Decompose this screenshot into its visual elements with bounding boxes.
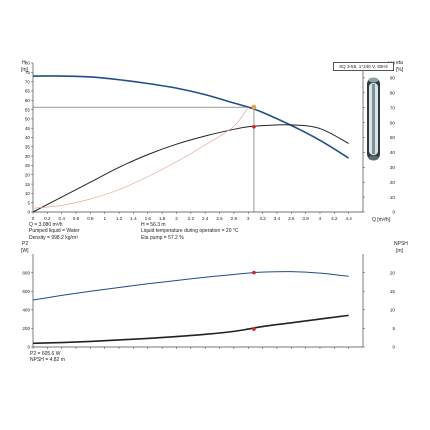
top-left-tick-label: 5: [27, 200, 30, 205]
top-x-tick-label: 3.6: [288, 216, 295, 221]
top-left-tick-label: 10: [25, 191, 31, 196]
h-axis-unit: [m]: [21, 67, 29, 73]
top-x-tick-label: 3.2: [259, 216, 266, 221]
top-x-tick-label: 1: [103, 216, 106, 221]
density-text: Density = 998.2 kg/m³: [29, 234, 78, 241]
operating-point-marker: [252, 124, 256, 129]
npsh-curve: [32, 314, 349, 345]
npsh-axis-title: NPSH: [394, 241, 408, 247]
top-right-tick-label: 30: [390, 165, 396, 170]
duty-info-left: Q = 3.080 m³/h Pumped liquid = Water Den…: [29, 222, 80, 241]
top-right-tick-label: 80: [390, 91, 396, 96]
top-right-tick-label: 40: [390, 150, 396, 155]
top-x-tick-label: 1.2: [116, 216, 123, 221]
bottom-right-tick-label: 10: [390, 308, 396, 313]
q-axis-label: Q [m³/h]: [372, 217, 391, 223]
top-x-tick-label: 1.6: [145, 216, 152, 221]
bottom-left-tick-label: 400: [22, 308, 30, 313]
efficiency-curve: [32, 124, 349, 213]
p2-axis-title: P2: [22, 241, 28, 247]
top-x-tick-label: 2.6: [216, 216, 223, 221]
top-left-tick-label: 35: [25, 145, 31, 150]
top-left-tick-label: 55: [25, 107, 31, 112]
top-x-tick-label: 0: [32, 216, 35, 221]
top-left-tick-label: 60: [25, 98, 31, 103]
pump-model-legend: SQ 3-55, 1*240 V, 50Hz: [333, 62, 394, 71]
eta-axis-unit: [%]: [396, 67, 404, 73]
top-x-tick-label: 2: [175, 216, 178, 221]
bottom-left-tick-label: 600: [22, 289, 30, 294]
top-left-tick-label: 50: [25, 117, 31, 122]
top-x-tick-label: 3.8: [302, 216, 309, 221]
eta-axis-title: eta: [396, 60, 403, 66]
duty-flow-text: Q = 3.080 m³/h: [29, 222, 63, 228]
bottom-right-tick-label: 5: [392, 326, 395, 331]
top-x-tick-label: 3.4: [274, 216, 281, 221]
duty-info-right: H = 56.3 m Liquid temperature during ope…: [141, 222, 238, 241]
top-left-tick-label: 75: [25, 70, 31, 75]
bottom-info: P2 = 605.6 W NPSH = 4.82 m: [30, 351, 65, 364]
top-right-tick-label: 90: [390, 76, 396, 81]
top-x-tick-label: 4: [319, 216, 322, 221]
top-right-tick-label: 70: [390, 105, 396, 110]
bottom-left-tick-label: 200: [22, 326, 30, 331]
top-x-tick-label: 0.2: [44, 216, 51, 221]
top-x-tick-label: 2.8: [231, 216, 238, 221]
top-right-tick-label: 20: [390, 180, 396, 185]
bottom-right-tick-label: 20: [390, 270, 396, 275]
p2-axis-unit: [W]: [21, 248, 29, 254]
top-left-tick-label: 25: [25, 163, 31, 168]
operating-point-marker: [252, 270, 256, 275]
top-x-tick-label: 4.4: [345, 216, 352, 221]
top-left-tick-label: 40: [25, 135, 31, 140]
top-right-tick-label: 10: [390, 195, 396, 200]
top-right-tick-label: 60: [390, 120, 396, 125]
top-x-tick-label: 0.6: [73, 216, 80, 221]
top-x-tick-label: 0.4: [59, 216, 66, 221]
top-left-tick-label: 65: [25, 89, 31, 94]
bottom-right-tick-label: 0: [392, 345, 395, 350]
top-x-tick-label: 2.4: [202, 216, 209, 221]
bottom-left-tick-label: 0: [27, 345, 30, 350]
liquid-temperature-text: Liquid temperature during operation = 20…: [141, 228, 239, 235]
p2-value-text: P2 = 605.6 W: [30, 351, 61, 357]
eta-pump-text: Eta pump = 57.2 %: [141, 234, 184, 241]
head-curve: [32, 75, 350, 159]
operating-point-marker: [252, 327, 256, 331]
top-left-tick-label: 70: [25, 79, 31, 84]
top-left-tick-label: 0: [27, 210, 30, 215]
top-left-tick-label: 30: [25, 154, 31, 159]
pumped-liquid-text: Pumped liquid = Water: [29, 228, 80, 235]
top-left-tick-label: 15: [25, 182, 31, 187]
top-x-tick-label: 1.8: [159, 216, 166, 221]
top-x-tick-label: 3: [247, 216, 250, 221]
bottom-right-tick-label: 15: [390, 289, 396, 294]
top-x-tick-label: 0.8: [87, 216, 94, 221]
duty-head-text: H = 56.3 m: [141, 222, 166, 228]
npsh-value-text: NPSH = 4.82 m: [30, 357, 65, 364]
npsh-axis-unit: [m]: [396, 248, 404, 254]
top-left-tick-label: 45: [25, 126, 31, 131]
top-left-tick-label: 80: [25, 61, 31, 66]
top-left-tick-label: 20: [25, 172, 31, 177]
bottom-left-tick-label: 800: [22, 270, 30, 275]
top-right-tick-label: 0: [392, 210, 395, 215]
pump-product-image: [367, 77, 380, 161]
top-right-tick-label: 50: [390, 135, 396, 140]
top-x-tick-label: 2.2: [188, 216, 195, 221]
power-curve: [32, 271, 349, 301]
top-x-tick-label: 4.2: [331, 216, 338, 221]
system-curve: [32, 106, 249, 209]
h-axis-title: H: [22, 60, 26, 66]
top-x-tick-label: 1.4: [130, 216, 137, 221]
duty-point-marker: [251, 104, 257, 110]
